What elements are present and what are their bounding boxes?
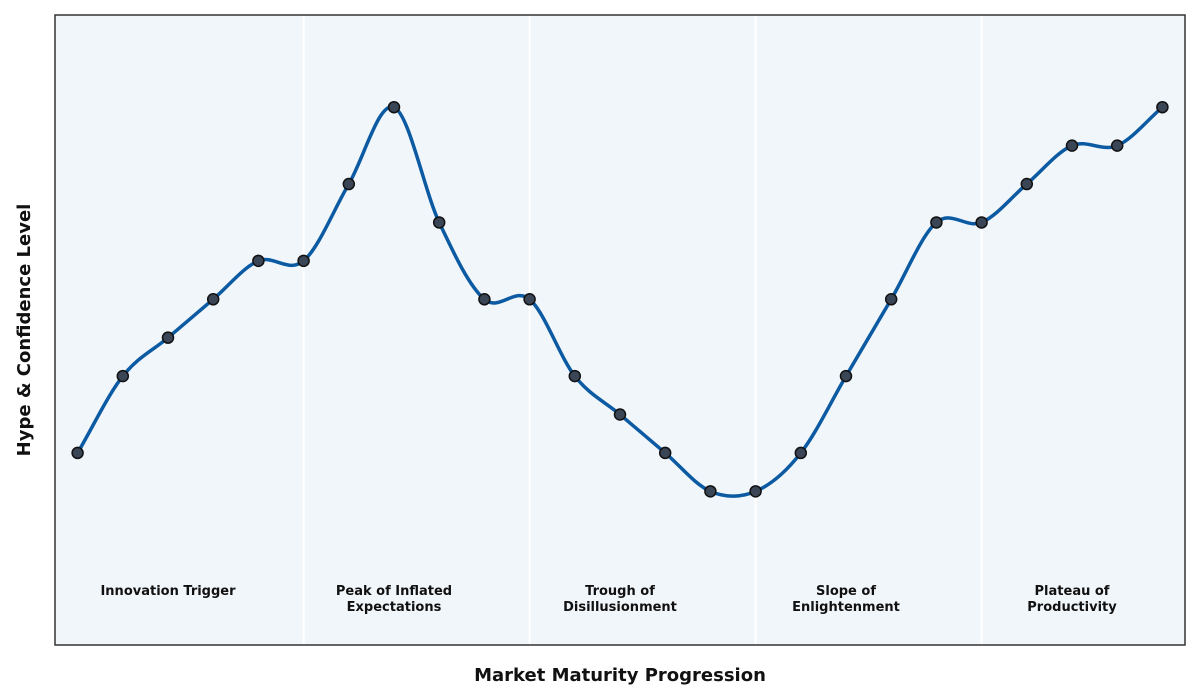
x-axis-label: Market Maturity Progression xyxy=(474,665,766,686)
data-point xyxy=(1067,140,1078,151)
data-point xyxy=(208,294,219,305)
data-point xyxy=(72,447,83,458)
data-point xyxy=(117,371,128,382)
data-point xyxy=(931,217,942,228)
data-point xyxy=(795,447,806,458)
phase-label-line: Productivity xyxy=(1027,600,1117,615)
y-axis-label: Hype & Confidence Level xyxy=(14,204,35,457)
data-point xyxy=(298,255,309,266)
data-point xyxy=(1157,102,1168,113)
data-point xyxy=(389,102,400,113)
data-point xyxy=(615,409,626,420)
phase-label: Peak of Inflated Expectations xyxy=(336,584,452,615)
phase-label-line: Innovation Trigger xyxy=(100,584,236,599)
data-point xyxy=(524,294,535,305)
data-point xyxy=(660,447,671,458)
data-point xyxy=(1112,140,1123,151)
phase-label-line: Disillusionment xyxy=(563,600,677,615)
data-point xyxy=(841,371,852,382)
data-point xyxy=(343,179,354,190)
data-point xyxy=(479,294,490,305)
data-point xyxy=(434,217,445,228)
data-point xyxy=(750,486,761,497)
data-point xyxy=(569,371,580,382)
phase-label-line: Slope of xyxy=(816,584,876,599)
phase-label-line: Peak of Inflated xyxy=(336,584,452,599)
phase-label: Innovation Trigger xyxy=(100,584,236,599)
phase-label-line: Trough of xyxy=(585,584,655,599)
data-point xyxy=(163,332,174,343)
plot-background xyxy=(55,15,1185,645)
phase-label-line: Enlightenment xyxy=(792,600,900,615)
data-point xyxy=(253,255,264,266)
phase-label-line: Plateau of xyxy=(1035,584,1110,599)
phase-label: Plateau of Productivity xyxy=(1027,584,1117,615)
data-point xyxy=(705,486,716,497)
data-point xyxy=(886,294,897,305)
data-point xyxy=(976,217,987,228)
data-point xyxy=(1021,179,1032,190)
phase-label-line: Expectations xyxy=(347,600,442,615)
